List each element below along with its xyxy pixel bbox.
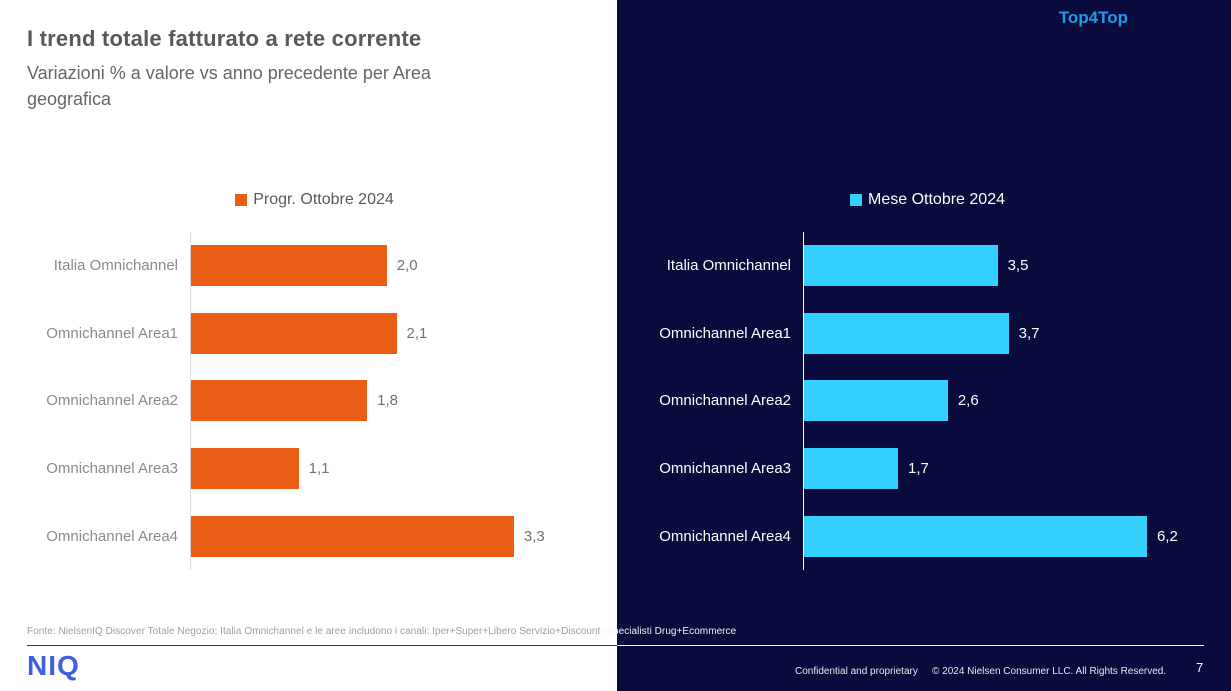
divider-dark-segment <box>617 645 1204 646</box>
bar-row: Italia Omnichannel 3,5 <box>640 232 1215 300</box>
bar-area: 3,5 <box>803 232 1215 300</box>
chart-progr-ottobre: Progr. Ottobre 2024 Italia Omnichannel 2,… <box>27 190 602 570</box>
bar <box>191 312 397 354</box>
category-label: Omnichannel Area4 <box>46 527 178 545</box>
value-label: 1,8 <box>377 392 398 410</box>
bar <box>191 515 514 557</box>
bar-row: Omnichannel Area2 1,8 <box>27 367 602 435</box>
bar-area: 1,1 <box>190 434 602 503</box>
bar <box>804 245 998 287</box>
bar-area: 3,7 <box>803 299 1215 368</box>
category-label: Omnichannel Area3 <box>659 460 791 478</box>
page-number: 7 <box>1196 660 1204 675</box>
value-label: 3,7 <box>1018 324 1040 342</box>
chart-legend: Progr. Ottobre 2024 <box>27 190 602 210</box>
page-subtitle: Variazioni % a valore vs anno precedente… <box>27 63 431 110</box>
top4top-label: Top4Top <box>1058 8 1128 27</box>
bar-row: Omnichannel Area3 1,1 <box>27 434 602 503</box>
value-label: 1,1 <box>308 460 330 478</box>
value-label: 1,7 <box>908 460 929 478</box>
bar-area: 1,7 <box>803 434 1215 503</box>
chart-rows: Italia Omnichannel 2,0 Omnichannel Area1 2,… <box>27 232 602 570</box>
bar-area: 3,3 <box>190 502 602 570</box>
divider-light-segment <box>27 645 617 646</box>
bar-row: Omnichannel Area2 2,6 <box>640 367 1215 435</box>
value-label: 3,5 <box>1007 257 1029 275</box>
value-label: 2,1 <box>406 324 428 342</box>
category-label: Omnichannel Area4 <box>659 527 791 545</box>
chart-rows: Italia Omnichannel 3,5 Omnichannel Area1 3,… <box>640 232 1215 570</box>
category-label: Omnichannel Area2 <box>46 392 178 410</box>
niq-logo: NIQ <box>27 650 80 681</box>
source-footnote: Fonte: NielsenIQ Discover Totale Negozio… <box>27 626 736 637</box>
legend-swatch <box>235 194 248 206</box>
bar-area: 2,6 <box>803 367 1215 435</box>
value-label: 3,3 <box>523 527 545 545</box>
legend-label: Mese Ottobre 2024 <box>868 191 1005 208</box>
bar-row: Omnichannel Area1 2,1 <box>27 299 602 368</box>
bar-area: 1,8 <box>190 367 602 435</box>
bar-area: 6,2 <box>803 502 1215 570</box>
bar-row: Omnichannel Area3 1,7 <box>640 434 1215 503</box>
footnote-text-dark: +Specialisti Drug+Ecommerce <box>600 626 737 637</box>
page-title: I trend totale fatturato a rete corrente <box>27 26 422 51</box>
copyright-label: © 2024 Nielsen Consumer LLC. All Rights … <box>932 666 1167 677</box>
value-label: 2,6 <box>957 392 979 410</box>
bar <box>804 312 1009 354</box>
category-label: Omnichannel Area2 <box>659 392 791 410</box>
bar <box>191 380 368 422</box>
confidential-label: Confidential and proprietary <box>795 666 918 677</box>
bar-row: Italia Omnichannel 2,0 <box>27 232 602 300</box>
bar <box>804 515 1147 557</box>
value-label: 6,2 <box>1156 527 1178 545</box>
bar-row: Omnichannel Area4 6,2 <box>640 502 1215 570</box>
bar <box>804 380 948 422</box>
chart-mese-ottobre: Mese Ottobre 2024 Italia Omnichannel 3,5 O… <box>640 190 1215 570</box>
value-label: 2,0 <box>396 257 418 275</box>
bar <box>191 448 299 490</box>
bar-row: Omnichannel Area4 3,3 <box>27 502 602 570</box>
footnote-text-light: Fonte: NielsenIQ Discover Totale Negozio… <box>27 626 601 637</box>
bar-row: Omnichannel Area1 3,7 <box>640 299 1215 368</box>
category-label: Omnichannel Area3 <box>46 460 178 478</box>
bar <box>191 245 387 287</box>
category-label: Omnichannel Area1 <box>46 324 178 342</box>
category-label: Italia Omnichannel <box>53 257 178 275</box>
category-label: Omnichannel Area1 <box>659 324 791 342</box>
legend-label: Progr. Ottobre 2024 <box>253 191 394 208</box>
chart-legend: Mese Ottobre 2024 <box>640 190 1215 210</box>
bar <box>804 448 899 490</box>
bar-area: 2,0 <box>190 232 602 300</box>
bar-area: 2,1 <box>190 299 602 368</box>
category-label: Italia Omnichannel <box>666 257 791 275</box>
legend-swatch <box>850 194 863 206</box>
footer-divider <box>27 645 1204 646</box>
